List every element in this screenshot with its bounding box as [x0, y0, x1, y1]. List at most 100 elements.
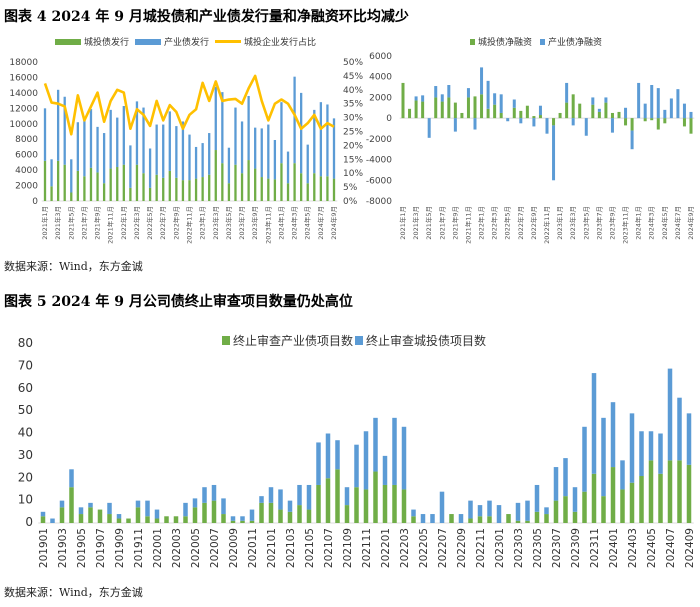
bar-series0	[300, 173, 303, 201]
bar-series1	[43, 108, 47, 161]
bar-series1	[591, 373, 597, 474]
bar-series1	[682, 103, 686, 119]
bar-series1	[401, 426, 407, 490]
bar-series0	[116, 167, 119, 201]
bar-series0	[506, 514, 511, 523]
bar-series1	[373, 417, 378, 472]
bar-series0	[434, 97, 438, 119]
x-tick-label: 2021年11月	[106, 206, 115, 244]
bar-series0	[617, 111, 621, 119]
bar-series1	[286, 151, 290, 184]
bar-series0	[682, 118, 686, 127]
bar-series0	[610, 112, 614, 119]
bar-series0	[408, 108, 412, 119]
bar-series1	[499, 94, 503, 113]
bar-series1	[656, 88, 660, 119]
x-tick-label: 202003	[171, 528, 183, 568]
bar-series1	[188, 134, 191, 181]
bar-series1	[440, 94, 444, 102]
bar-series0	[142, 173, 145, 201]
bar-series1	[280, 102, 283, 164]
bar-series1	[637, 82, 641, 119]
bar-series1	[313, 109, 316, 174]
bar-series0	[319, 176, 323, 201]
bar-series1	[506, 118, 510, 122]
bar-series1	[116, 117, 119, 168]
bar-series1	[466, 88, 470, 98]
y-tick-label: 16000	[9, 73, 38, 83]
bar-series0	[102, 183, 106, 201]
bar-series1	[202, 487, 207, 503]
bar-series0	[268, 502, 274, 523]
bar-series0	[578, 103, 582, 119]
bar-series0	[571, 94, 575, 119]
bar-series0	[624, 118, 628, 126]
bar-series1	[154, 509, 160, 519]
x-tick-label: 2024年7月	[673, 206, 682, 240]
bar-series0	[591, 473, 597, 523]
bar-series0	[194, 178, 198, 201]
bar-series1	[319, 102, 323, 177]
x-tick-label: 202107	[323, 528, 335, 568]
bar-series1	[335, 440, 340, 470]
bar-series0	[201, 177, 204, 201]
bar-series0	[552, 118, 556, 126]
bar-series1	[667, 368, 673, 461]
bar-series0	[538, 115, 542, 119]
bar-series1	[122, 106, 125, 165]
y-tick-label: -8000	[366, 197, 392, 207]
x-tick-label: 202405	[646, 528, 658, 568]
x-tick-label: 202205	[418, 528, 430, 568]
bar-series1	[591, 97, 595, 105]
y-tick-label: 80	[18, 336, 33, 350]
bar-series0	[604, 102, 608, 119]
bar-series1	[59, 500, 65, 508]
bar-series0	[466, 97, 470, 119]
bar-series0	[565, 102, 569, 119]
x-tick-label: 201903	[57, 528, 69, 568]
legend-label: 城投债净融资	[478, 36, 532, 48]
x-tick-label: 2021年7月	[79, 206, 88, 240]
bar-series1	[181, 121, 185, 181]
bar-series0	[122, 164, 125, 201]
x-tick-label: 2022年3月	[490, 206, 499, 240]
bar-series0	[582, 491, 587, 523]
y-tick-label: 60	[18, 381, 33, 395]
bar-series1	[447, 85, 451, 98]
x-tick-label: 2022年11月	[542, 206, 551, 244]
bar-series1	[629, 413, 635, 483]
bar-series1	[534, 484, 540, 512]
x-tick-label: 201911	[133, 528, 145, 568]
bar-series1	[392, 417, 397, 485]
y2-tick-label: 45%	[343, 72, 363, 82]
figure4-title: 图表 4 2024 年 9 月城投债和产业债发行量和净融资环比均减少	[4, 8, 409, 25]
x-tick-label: 202403	[627, 528, 639, 568]
x-tick-label: 2023年9月	[607, 206, 616, 240]
bar-series0	[40, 516, 46, 523]
bar-series1	[135, 500, 141, 508]
bar-series1	[604, 97, 608, 103]
x-tick-label: 202105	[304, 528, 316, 568]
y2-tick-label: 5%	[343, 183, 358, 193]
x-tick-label: 202201	[380, 528, 392, 568]
x-tick-label: 202303	[513, 528, 525, 568]
bar-series1	[544, 507, 549, 515]
x-tick-label: 2021年9月	[93, 206, 102, 240]
bar-series0	[525, 105, 529, 119]
bar-series1	[477, 505, 483, 517]
legend-label: 终止审查产业债项目数	[233, 333, 353, 348]
issuance-chart: 0 2000 4000 6000 8000 10000 12000 14000 16000 180…	[9, 36, 363, 244]
bar-series1	[155, 124, 158, 175]
bar-series1	[259, 496, 264, 503]
x-tick-label: 202109	[342, 528, 354, 568]
x-tick-label: 2022年5月	[145, 206, 154, 240]
bar-series1	[63, 96, 66, 165]
bar-series0	[247, 160, 250, 201]
bar-series1	[240, 516, 245, 521]
bar-series0	[667, 460, 673, 523]
bar-series0	[109, 168, 112, 201]
bar-series1	[624, 107, 628, 119]
bar-series1	[344, 487, 350, 506]
x-tick-label: 2021年3月	[53, 206, 62, 240]
